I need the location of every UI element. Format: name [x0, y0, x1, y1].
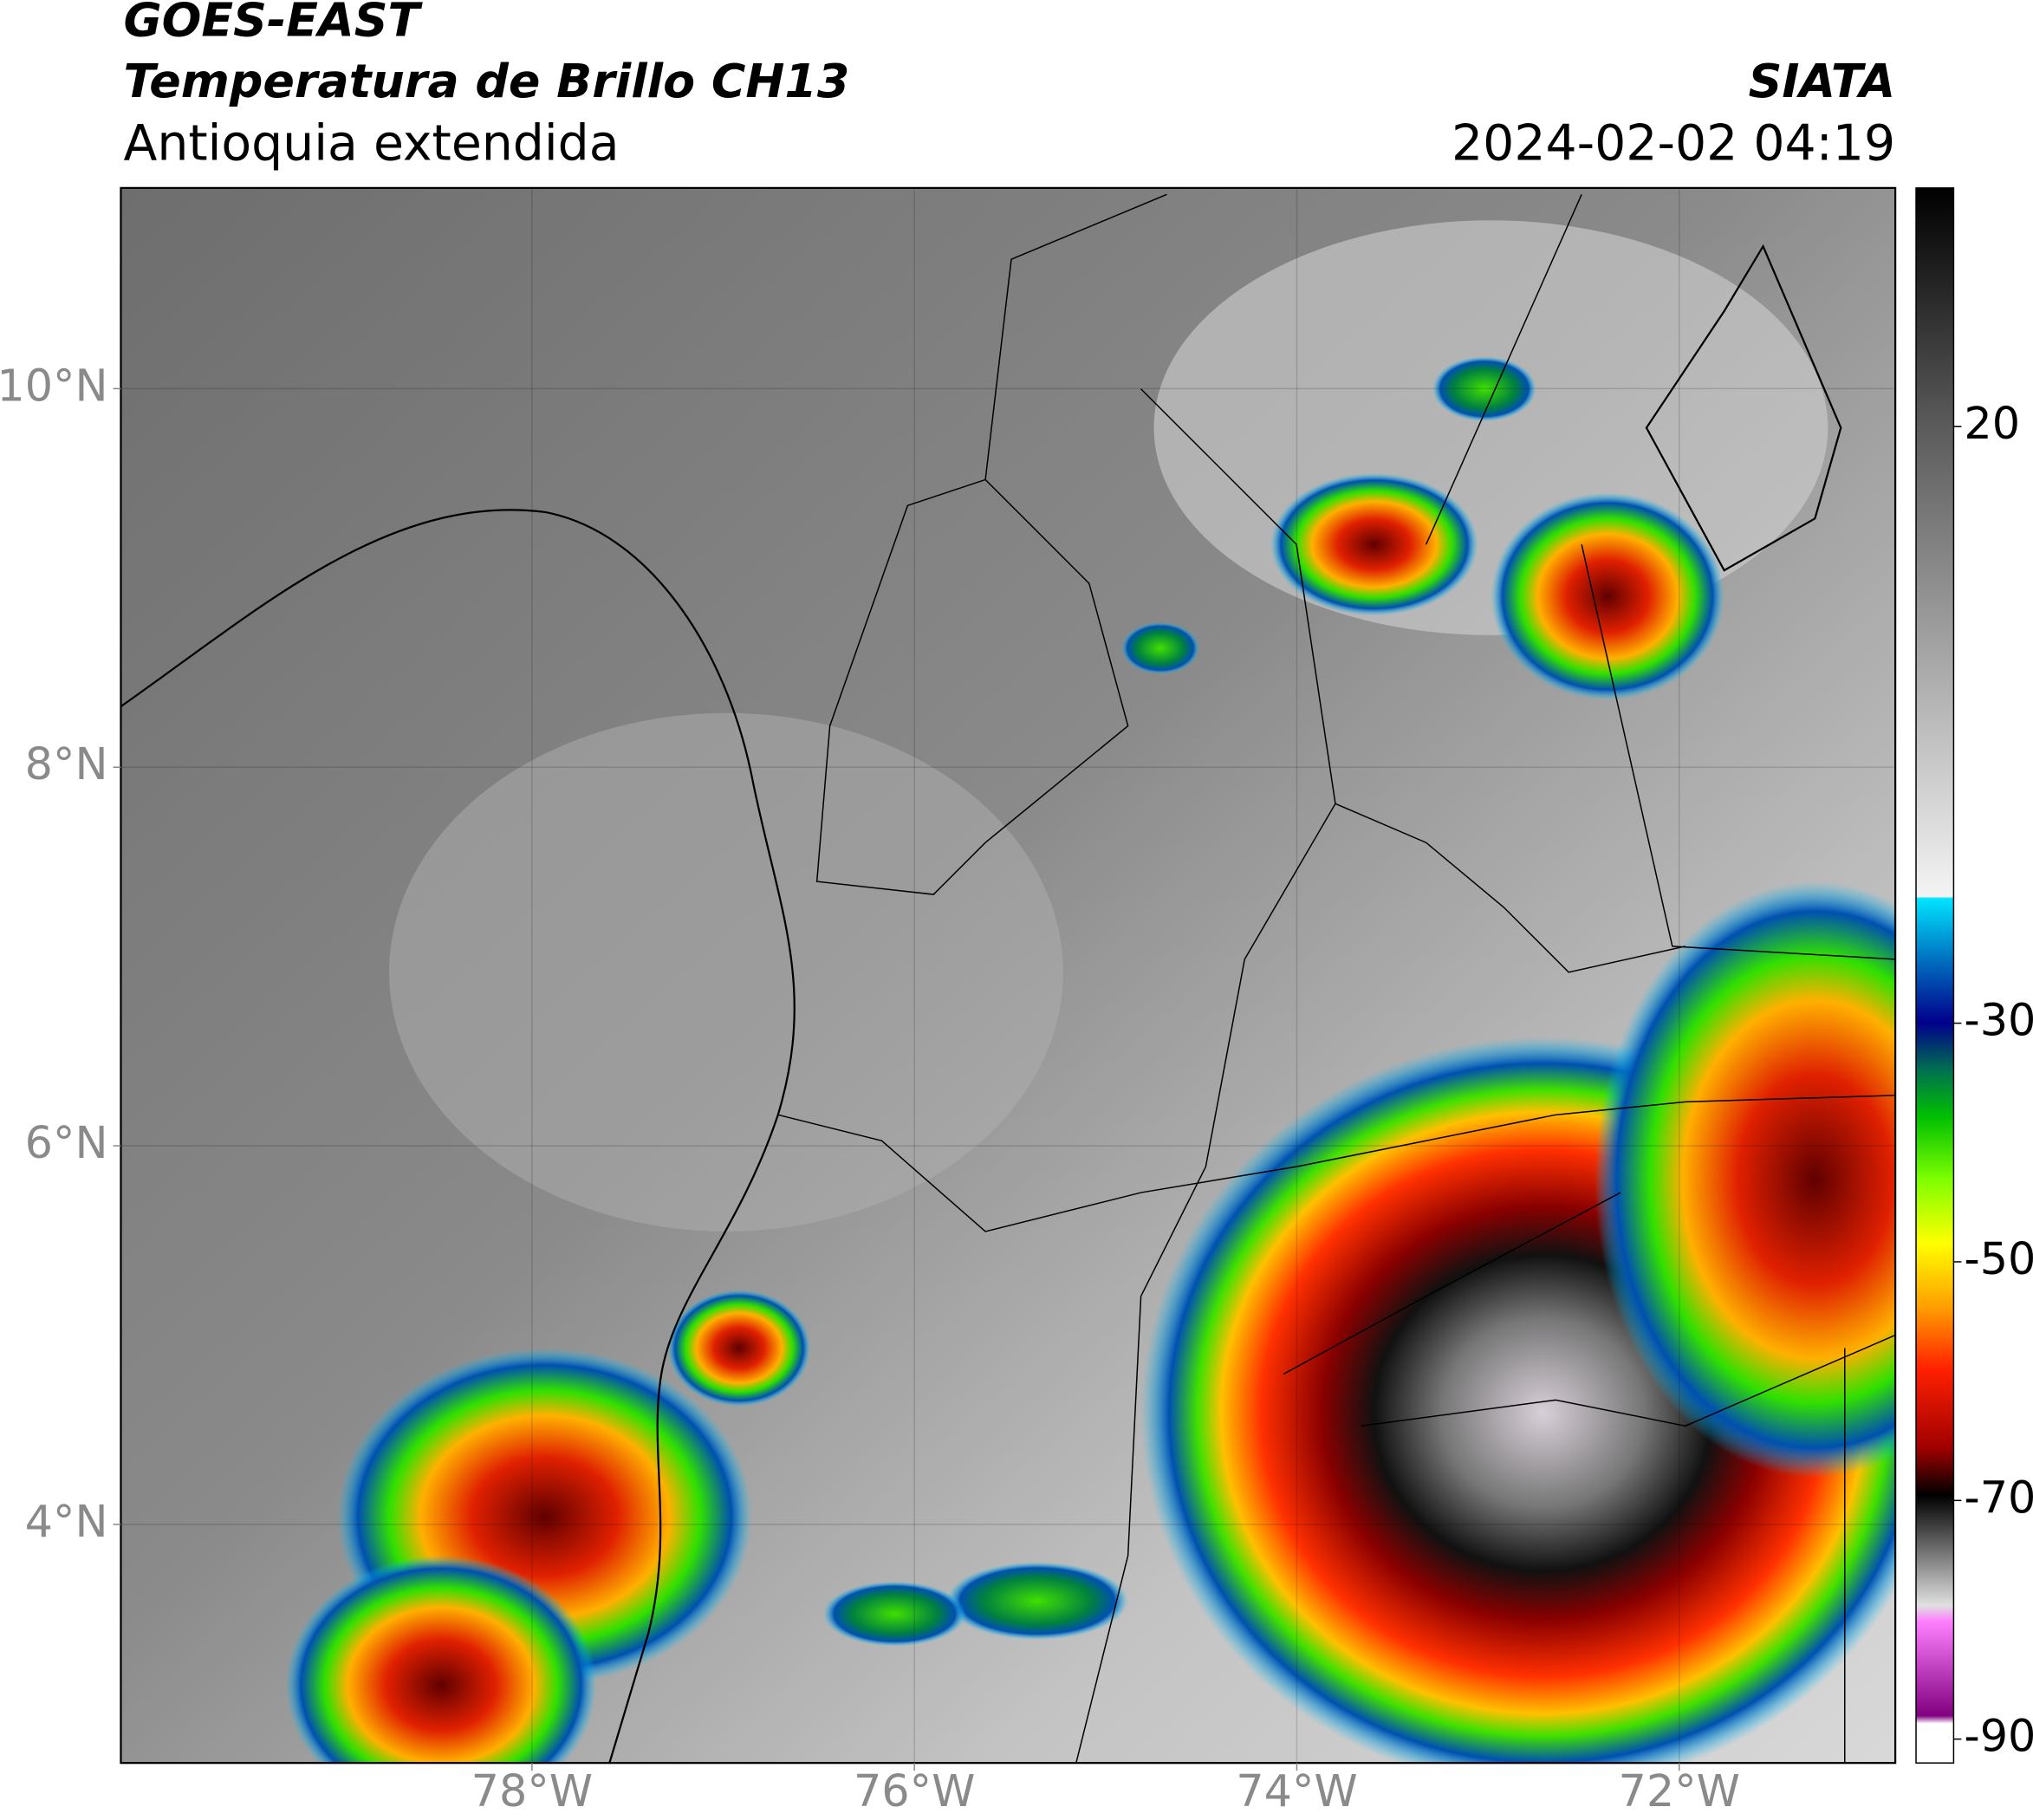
cloud [389, 712, 1063, 1232]
cell [1432, 356, 1536, 422]
lat-tick-label: 6°N [25, 1117, 108, 1168]
lat-tick-label: 8°N [25, 738, 108, 790]
colorbar-tick-label: -50 [1964, 1233, 2033, 1284]
cell [823, 1581, 966, 1647]
colorbar-tick-label: -90 [1964, 1711, 2033, 1762]
storm [1491, 492, 1724, 700]
border [777, 1095, 1896, 1764]
coastline [1645, 244, 1842, 572]
storm [1595, 881, 1896, 1479]
colorbar-tick-label: -70 [1964, 1472, 2033, 1523]
cell [946, 1562, 1128, 1641]
satellite: GOES-EAST [123, 0, 423, 48]
map [120, 187, 1896, 1764]
cloud [1153, 220, 1828, 635]
colorbar-tick-label: -30 [1964, 995, 2033, 1046]
border [1335, 194, 1896, 973]
coastline [120, 509, 796, 1764]
product: Temperatura de Brillo CH13 [123, 54, 849, 108]
storm [1270, 472, 1478, 616]
colorbar-tick-label: 20 [1964, 398, 2020, 449]
agency: SIATA [1749, 54, 1896, 108]
storm [667, 1290, 811, 1407]
storm [285, 1555, 597, 1764]
cell [1121, 621, 1199, 674]
lat-tick-label: 4°N [25, 1496, 108, 1547]
datetime: 2024-02-02 04:19 [1452, 115, 1895, 172]
colorbar [1915, 187, 1955, 1764]
border [815, 478, 1129, 895]
map-frame [120, 186, 1897, 1765]
lat-tick-label: 10°N [0, 360, 107, 411]
border [984, 193, 1336, 1764]
lon-tick-label: 74°W [1236, 1765, 1357, 1817]
region: Antioquia extendida [123, 115, 619, 172]
lon-tick-label: 72°W [1619, 1765, 1740, 1817]
lon-tick-label: 78°W [471, 1765, 593, 1817]
lon-tick-label: 76°W [854, 1765, 975, 1817]
